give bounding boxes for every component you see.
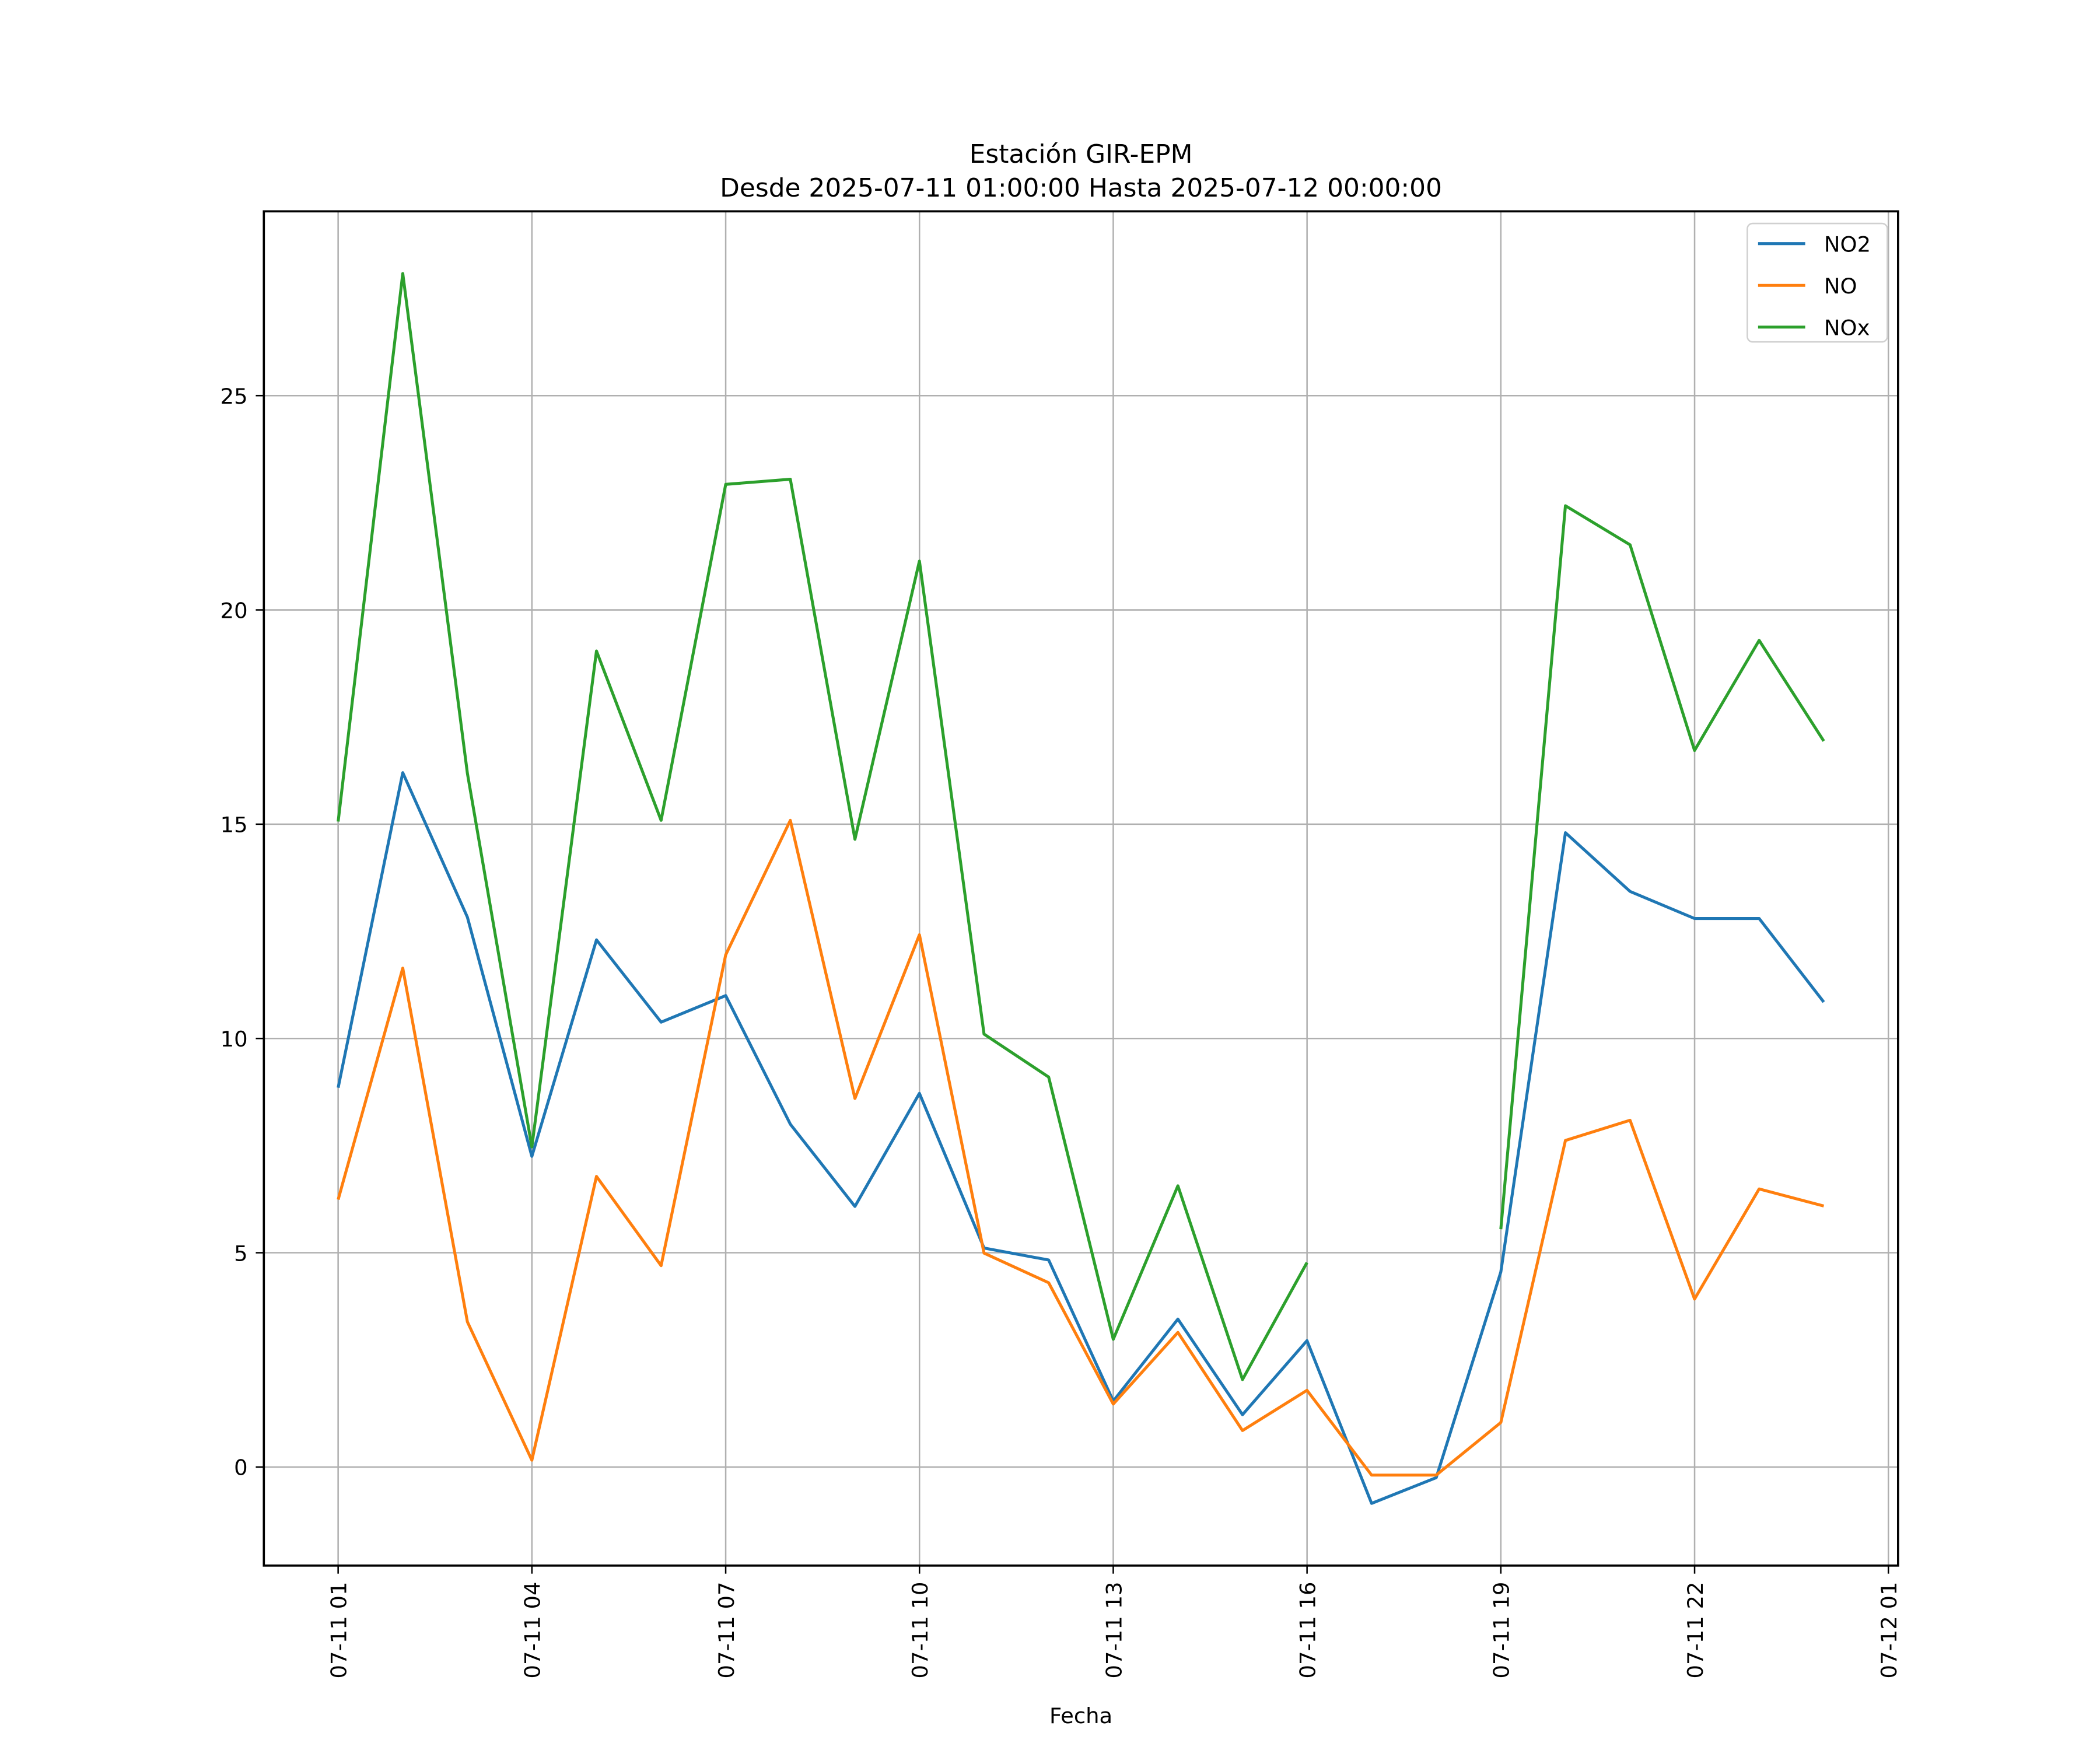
y-tick-label: 0 [234, 1455, 247, 1480]
x-tick-label: 07-12 01 [1877, 1582, 1902, 1679]
x-tick-label: 07-11 16 [1295, 1582, 1320, 1679]
y-tick-label: 5 [234, 1241, 247, 1266]
legend-label: NOx [1824, 316, 1870, 341]
legend: NO2 NO NOx [1746, 222, 1888, 343]
x-tick-label: 07-11 07 [714, 1582, 739, 1679]
x-tick-label: 07-11 19 [1489, 1582, 1514, 1679]
x-tick-label: 07-11 13 [1101, 1582, 1126, 1679]
series-line-no2 [337, 771, 1825, 1505]
x-tick-label: 07-11 04 [520, 1582, 545, 1679]
legend-label: NO [1824, 274, 1857, 299]
plot-frame [262, 210, 1899, 1567]
series-line-nox [337, 272, 1825, 1381]
series-line-no [337, 818, 1825, 1477]
chart-title: Estación GIR-EPM [970, 139, 1193, 169]
series-lines [337, 272, 1825, 1505]
y-axis: 0 5 10 15 20 25 [220, 384, 264, 1480]
chart-subtitle: Desde 2025-07-11 01:00:00 Hasta 2025-07-… [720, 173, 1442, 203]
x-tick-label: 07-11 01 [326, 1582, 351, 1679]
y-tick-label: 25 [220, 384, 248, 409]
y-tick-label: 15 [220, 813, 248, 838]
x-axis-label: Fecha [1049, 1703, 1112, 1728]
y-tick-label: 20 [220, 598, 248, 623]
y-tick-label: 10 [220, 1027, 248, 1052]
legend-label: NO2 [1824, 232, 1871, 257]
x-tick-label: 07-11 22 [1683, 1582, 1708, 1679]
x-tick-label: 07-11 10 [908, 1582, 933, 1679]
x-axis: 07-11 01 07-11 04 07-11 07 07-11 10 07-11 13… [326, 1565, 1902, 1679]
legend-box [1746, 222, 1888, 343]
grid [264, 211, 1898, 1566]
